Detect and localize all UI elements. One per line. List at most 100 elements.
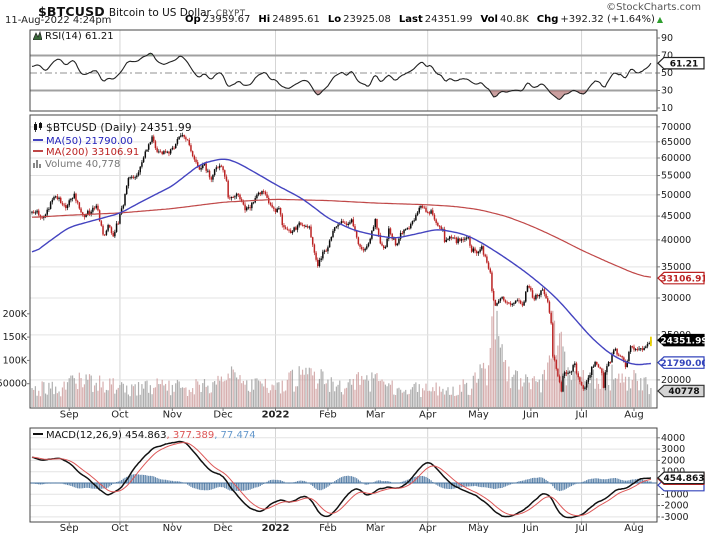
volume-bar: [97, 390, 99, 407]
volume-bar: [134, 384, 136, 407]
axis-label: -3000: [661, 512, 689, 523]
macd-histogram-bar: [73, 483, 75, 488]
macd-histogram-bar: [225, 483, 228, 489]
volume-bar: [374, 374, 376, 407]
candle-body: [553, 356, 556, 361]
macd-histogram-bar: [526, 479, 529, 483]
volume-bar: [408, 393, 410, 407]
macd-histogram-bar: [325, 483, 327, 488]
candle-body: [474, 248, 476, 251]
volume-bar: [587, 375, 589, 407]
volume-bar: [567, 367, 569, 407]
candle-body: [202, 165, 204, 169]
candle-body: [614, 348, 617, 351]
macd-histogram-bar: [376, 480, 378, 483]
volume-bar: [41, 381, 43, 407]
candle-body: [137, 172, 140, 176]
volume-bar: [330, 377, 332, 407]
axis-label: 20000: [661, 375, 691, 386]
macd-histogram-bar: [582, 481, 584, 483]
volume-bar: [48, 382, 50, 407]
macd-histogram-bar: [80, 483, 82, 489]
volume-bar: [273, 385, 275, 407]
macd-histogram-bar: [237, 483, 239, 491]
volume-bar: [109, 378, 111, 407]
candle-body: [73, 193, 76, 198]
macd-histogram-bar: [273, 479, 275, 483]
macd-histogram-bar: [633, 479, 635, 483]
volume-bar: [80, 378, 82, 407]
macd-histogram-bar: [389, 481, 392, 483]
candle-body: [594, 361, 596, 367]
candle-body: [643, 347, 645, 351]
candle-body: [574, 363, 576, 366]
candle-body: [56, 196, 59, 200]
volume-bar: [112, 378, 114, 407]
candle-body: [58, 197, 60, 200]
candle-body: [151, 136, 153, 143]
axis-label: 35000: [661, 262, 691, 273]
candle-body: [548, 301, 551, 313]
macd-histogram-bar: [550, 483, 552, 485]
volume-bar: [239, 375, 241, 407]
macd-histogram-bar: [38, 483, 40, 485]
macd-histogram-bar: [604, 479, 606, 483]
candle-body: [547, 298, 549, 302]
volume-bar: [254, 378, 256, 407]
price-legend-title-row: $BTCUSD (Daily) 24351.99: [33, 122, 192, 136]
volume-bar: [616, 378, 618, 407]
volume-bar: [474, 372, 476, 407]
volume-bar: [560, 331, 562, 407]
ma200-legend: MA(200) 33106.91: [33, 147, 192, 159]
volume-bar: [430, 391, 432, 407]
candle-body: [648, 343, 650, 344]
rsi-line: [31, 52, 652, 100]
volume-bar: [388, 383, 390, 407]
volume-bar: [586, 380, 588, 407]
candle-body: [479, 249, 481, 252]
macd-histogram-bar: [616, 478, 618, 483]
volume-bar: [329, 391, 331, 407]
month-label: May: [468, 523, 489, 534]
macd-histogram-bar: [107, 483, 109, 488]
macd-histogram-bar: [444, 483, 446, 489]
candle-body: [565, 372, 568, 374]
macd-histogram-bar: [645, 480, 647, 483]
month-label: Jul: [575, 410, 588, 421]
macd-histogram-bar: [121, 480, 123, 483]
candle-body: [181, 135, 184, 136]
macd-histogram-bar: [300, 480, 302, 483]
month-label: Jun: [522, 410, 539, 421]
candle-body: [166, 151, 169, 153]
candle-body: [408, 227, 410, 229]
macd-line-swatch: [33, 433, 43, 435]
volume-bar: [471, 388, 473, 407]
volume-bar: [249, 391, 251, 407]
volume-bar: [477, 378, 480, 407]
volume-bar: [635, 373, 637, 407]
volume-bar: [489, 347, 491, 407]
candle-body: [279, 208, 282, 215]
macd-histogram-bar: [320, 483, 322, 491]
macd-histogram-bar: [281, 480, 283, 483]
axis-label: -2000: [661, 501, 689, 512]
macd-histogram-bar: [374, 481, 376, 483]
macd-histogram-bar: [329, 483, 331, 486]
ma50-legend: MA(50) 21790.00: [33, 136, 192, 148]
volume-bar: [613, 379, 615, 407]
axis-label: 70000: [661, 122, 691, 133]
macd-histogram-bar: [215, 483, 217, 488]
volume-bar: [496, 310, 498, 407]
volume-bar: [455, 395, 458, 407]
ma200-line: [32, 198, 651, 278]
macd-histogram-bar: [435, 483, 437, 485]
candle-body: [508, 302, 510, 304]
axis-label: 60000: [661, 153, 691, 164]
candle-body: [141, 162, 143, 167]
volume-bar: [472, 375, 474, 407]
macd-histogram-bar: [97, 483, 99, 490]
macd-histogram-bar: [339, 477, 341, 483]
volume-bar: [168, 380, 170, 407]
volume-bar: [631, 379, 633, 407]
main-panel-border: [29, 114, 658, 409]
